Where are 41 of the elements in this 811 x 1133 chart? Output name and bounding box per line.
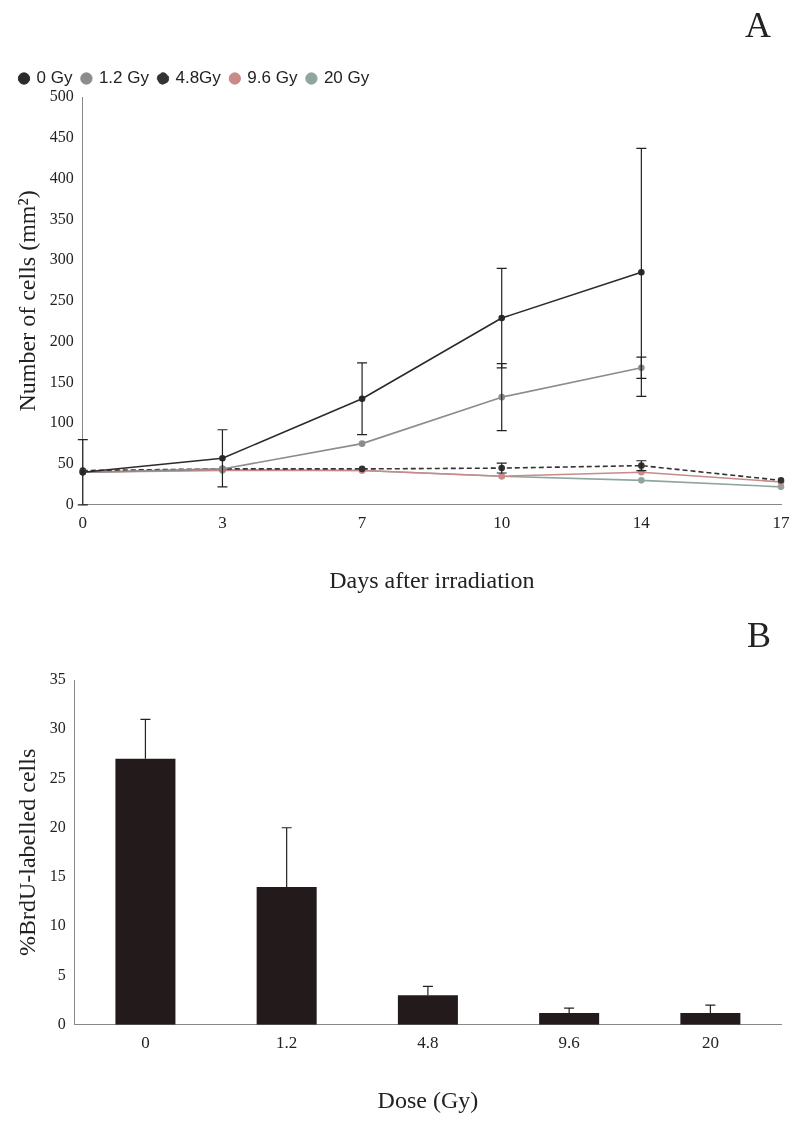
y-tick-label: 300 xyxy=(49,250,74,268)
x-tick-label: 14 xyxy=(632,513,651,533)
y-tick-label: 10 xyxy=(49,916,66,934)
x-tick-label: 0 xyxy=(141,1033,150,1053)
legend-label: 1.2 Gy xyxy=(98,68,150,88)
text: B xyxy=(746,615,771,656)
x-tick-label: 9.6 xyxy=(558,1033,580,1053)
y-tick-label: 30 xyxy=(49,719,66,737)
y-tick-label: 20 xyxy=(49,817,66,835)
y-tick-label: 25 xyxy=(49,768,66,786)
y-tick-label: 200 xyxy=(49,331,74,349)
x-tick-label: 3 xyxy=(218,513,227,533)
x-axis-title: Days after irradiation xyxy=(329,566,535,593)
legend-label: 0 Gy xyxy=(36,68,73,88)
x-axis-title: Dose (Gy) xyxy=(377,1086,479,1113)
y-tick-label: 400 xyxy=(49,168,74,186)
x-tick-label: 0 xyxy=(78,513,88,533)
y-axis-title: Number of cells (mm²) xyxy=(13,190,40,412)
text: A xyxy=(745,5,771,46)
x-tick-label: 4.8 xyxy=(417,1033,439,1053)
y-tick-label: 100 xyxy=(49,413,74,431)
y-tick-label: 15 xyxy=(49,867,66,885)
legend-label: 20 Gy xyxy=(323,68,370,88)
legend-label: 4.8Gy xyxy=(175,68,222,88)
y-tick-label: 450 xyxy=(49,127,74,145)
legend-label: 9.6 Gy xyxy=(247,68,298,88)
y-tick-label: 500 xyxy=(49,87,74,105)
y-tick-label: 150 xyxy=(49,372,74,390)
y-tick-label: 0 xyxy=(57,1015,66,1032)
y-axis-title: %BrdU-labelled cells xyxy=(13,748,40,957)
y-tick-label: 350 xyxy=(49,209,74,227)
x-tick-label: 20 xyxy=(701,1033,719,1053)
y-tick-label: 250 xyxy=(49,291,74,309)
y-tick-label: 0 xyxy=(65,495,74,512)
y-tick-label: 50 xyxy=(57,454,74,472)
x-tick-label: 10 xyxy=(493,513,511,533)
x-tick-label: 17 xyxy=(772,513,790,533)
y-tick-label: 5 xyxy=(57,965,66,983)
y-tick-label: 35 xyxy=(49,670,66,688)
x-tick-label: 1.2 xyxy=(276,1033,298,1053)
x-tick-label: 7 xyxy=(357,513,367,533)
